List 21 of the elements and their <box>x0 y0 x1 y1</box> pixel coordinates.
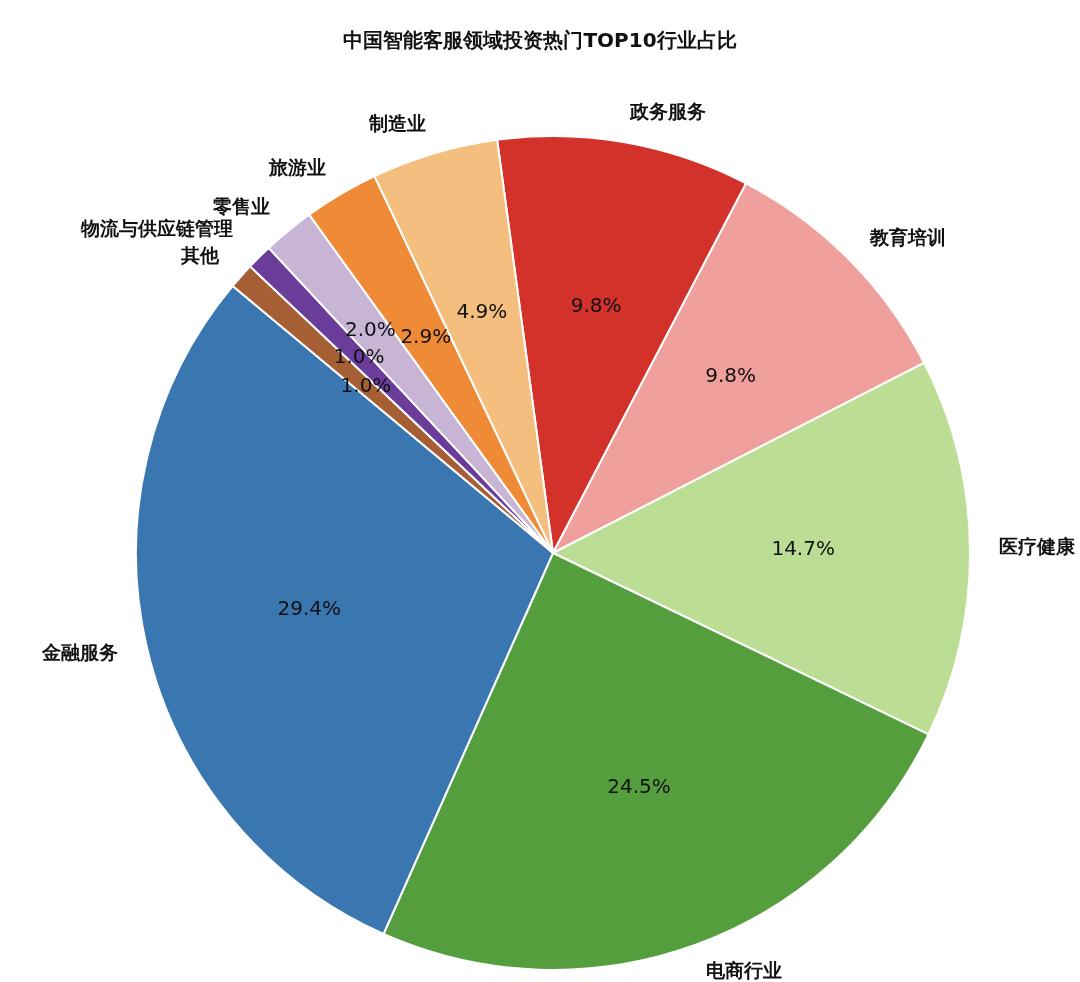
data-label: 14.7% <box>771 536 835 561</box>
slice-label: 政务服务 <box>629 100 707 123</box>
slice-label: 旅游业 <box>268 155 327 178</box>
data-label: 9.8% <box>570 292 622 317</box>
slice-label: 其他 <box>180 243 221 266</box>
data-label: 24.5% <box>607 774 671 799</box>
slice-label: 电商行业 <box>706 958 783 981</box>
chart-title: 中国智能客服领域投资热门TOP10行业占比 <box>343 28 737 53</box>
data-label: 4.9% <box>456 299 508 324</box>
slice-label: 物流与供应链管理 <box>79 217 233 240</box>
slice-label: 教育培训 <box>868 225 946 248</box>
data-label: 2.9% <box>400 323 452 348</box>
slice-label: 零售业 <box>212 195 270 218</box>
data-label: 29.4% <box>277 595 342 620</box>
data-label: 9.8% <box>705 362 756 387</box>
slice-label: 金融服务 <box>41 641 119 664</box>
slice-label: 制造业 <box>368 112 427 135</box>
data-label: 2.0% <box>345 316 396 341</box>
data-label: 1.0% <box>333 343 385 368</box>
slice-label: 医疗健康 <box>999 534 1077 557</box>
data-label: 1.0% <box>340 373 392 398</box>
